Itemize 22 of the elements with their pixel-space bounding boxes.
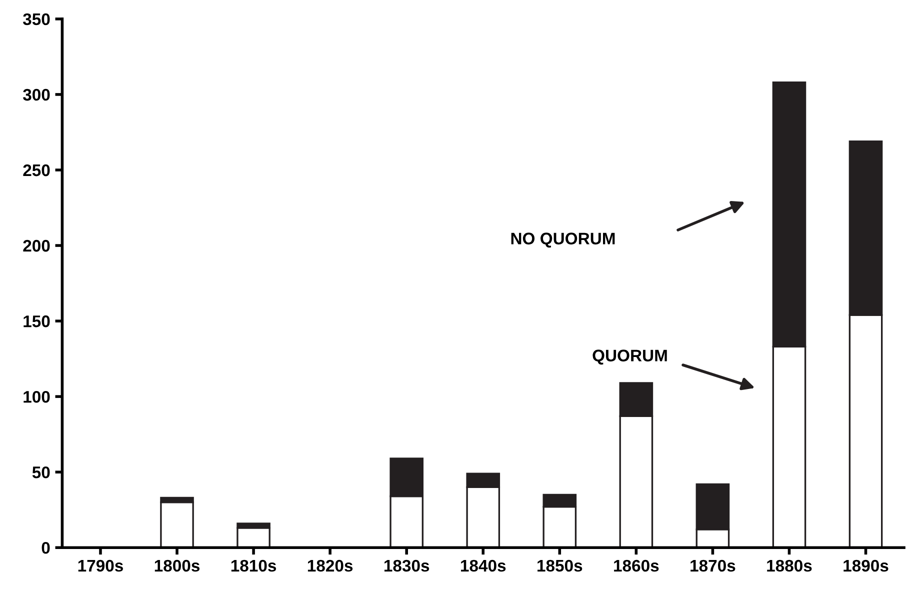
x-tick-label: 1830s xyxy=(384,560,430,572)
y-tick-label: 100 xyxy=(24,390,50,403)
y-tick-label: 200 xyxy=(23,240,50,252)
x-tick-label: 1800s xyxy=(154,560,200,572)
y-tick-label: 350 xyxy=(22,13,50,26)
x-tick-label: 1880s xyxy=(767,560,812,572)
x-tick-label: 1820s xyxy=(308,560,353,572)
y-tick-label: 50 xyxy=(32,466,50,478)
annotation: NO QUORUM xyxy=(511,232,615,248)
x-tick-label: 1860s xyxy=(614,560,659,572)
y-tick-label: 150 xyxy=(24,315,50,328)
x-tick-label: 1790s xyxy=(78,560,123,572)
x-tick-label: 1850s xyxy=(538,560,582,572)
x-tick-label: 1870s xyxy=(690,560,736,572)
bar xyxy=(160,501,194,548)
y-tick-label: 300 xyxy=(22,88,50,101)
y-tick-label: 0 xyxy=(42,542,50,554)
x-tick-label: 1890s xyxy=(844,560,888,572)
x-tick-label: 1840s xyxy=(461,560,506,572)
y-tick-label: 250 xyxy=(23,164,50,176)
annotation: QUORUM xyxy=(592,350,667,365)
x-tick-label: 1810s xyxy=(231,560,276,572)
